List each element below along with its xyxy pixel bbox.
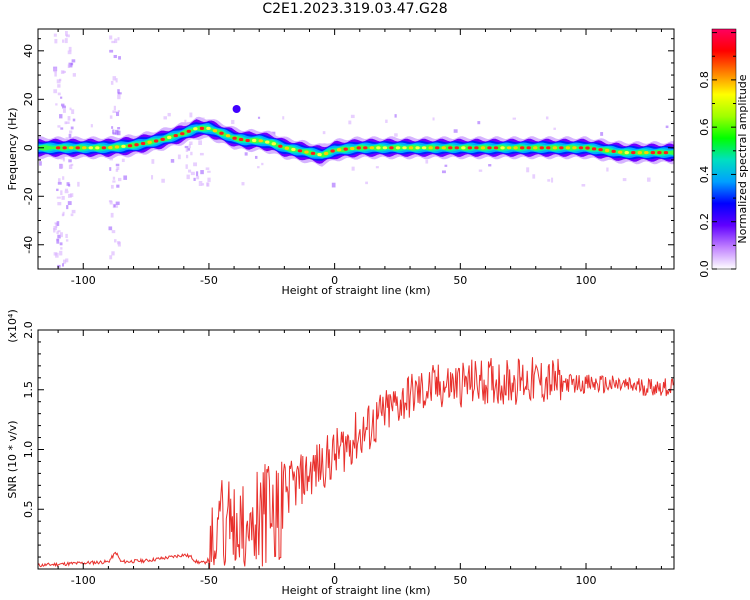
snr-ytick-label: 0.5	[22, 501, 35, 519]
colorbar-axis: 0.0 0.2 0.4 0.6 0.8	[698, 32, 736, 278]
spectrogram-x-axis: -100 -50 0 50 100	[57, 29, 662, 287]
colorbar-label: Normalized spectral amplitude	[736, 74, 749, 243]
colorbar-tick-label: 0.8	[698, 71, 711, 89]
spectrogram-peaks	[55, 105, 669, 157]
spectrogram-ytick-label: -20	[22, 187, 35, 205]
snr-panel: -100 -50 0 50 100 0.5 1.0 1.5 2.0 Height of str…	[6, 309, 675, 597]
spectrogram-ytick-label: 20	[22, 92, 35, 106]
snr-x-label: Height of straight line (km)	[281, 584, 430, 597]
snr-ytick-label: 1.0	[22, 441, 35, 459]
colorbar-tick-label: 0.6	[698, 118, 711, 136]
snr-ytick-label: 1.5	[22, 381, 35, 399]
spectrogram-plot-area	[38, 31, 674, 268]
spectrogram-ytick-label: 0	[22, 144, 35, 151]
spectrogram-y-label: Frequency (Hz)	[6, 108, 19, 191]
spectrogram-xtick-label: 0	[331, 274, 338, 287]
snr-y-label: SNR (10 * v/v)	[6, 420, 19, 498]
colorbar-scale	[711, 28, 737, 270]
colorbar-tick-label: 0.2	[698, 213, 711, 231]
snr-series-line	[37, 357, 674, 569]
spectrogram-x-label: Height of straight line (km)	[281, 284, 430, 297]
snr-xtick-label: 50	[453, 574, 467, 587]
chart-title: C2E1.2023.319.03.47.G28	[262, 1, 448, 17]
spectrogram-frame	[37, 28, 675, 270]
spectrogram-ytick-label: -40	[22, 236, 35, 254]
colorbar-tick-label: 0.4	[698, 166, 711, 184]
spectrogram-panel: -100 -50 0 50 100 -40 -20 0 20 40 Height of stra…	[6, 28, 675, 297]
spectrogram-ytick-label: 40	[22, 44, 35, 58]
snr-xtick-label: 0	[331, 574, 338, 587]
spectrogram-xtick-label: -100	[71, 274, 96, 287]
snr-x-axis: -100 -50 0 50 100	[57, 330, 662, 587]
spectrogram-xtick-label: 100	[576, 274, 597, 287]
snr-y-multiplier: (x10⁴)	[6, 309, 19, 343]
colorbar-tick-label: 0.0	[698, 260, 711, 278]
snr-xtick-label: -50	[200, 574, 218, 587]
snr-xtick-label: -100	[71, 574, 96, 587]
snr-xtick-label: 100	[576, 574, 597, 587]
spectrogram-band	[38, 125, 674, 158]
colorbar: 0.0 0.2 0.4 0.6 0.8 Normalized spectral ampl…	[698, 28, 749, 278]
spectrogram-xtick-label: 50	[453, 274, 467, 287]
spectrogram-xtick-label: -50	[200, 274, 218, 287]
spectrogram-y-axis: -40 -20 0 20 40	[22, 38, 674, 270]
snr-ytick-label: 2.0	[22, 321, 35, 339]
snr-y-axis: 0.5 1.0 1.5 2.0	[22, 321, 674, 558]
